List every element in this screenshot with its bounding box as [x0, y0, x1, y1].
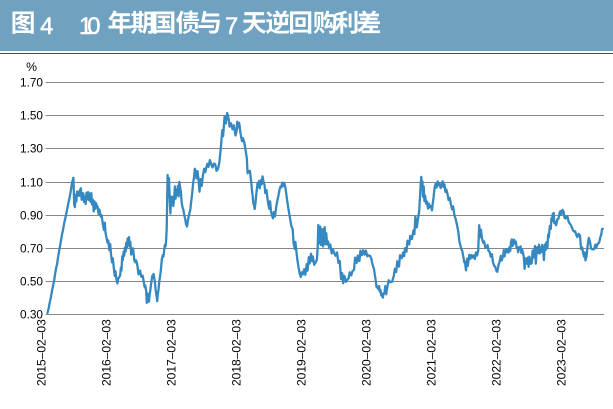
svg-text:2021–02–03: 2021–02–03	[425, 319, 439, 386]
svg-text:1.10: 1.10	[20, 176, 43, 190]
svg-text:0.50: 0.50	[20, 275, 43, 289]
svg-text:1.30: 1.30	[20, 142, 43, 156]
svg-text:0.90: 0.90	[20, 209, 43, 223]
svg-text:2019–02–03: 2019–02–03	[295, 319, 309, 386]
svg-text:1.50: 1.50	[20, 109, 43, 123]
svg-text:0: 0	[87, 13, 100, 40]
svg-text:2022–02–03: 2022–02–03	[490, 319, 504, 386]
svg-text:7: 7	[225, 13, 238, 40]
svg-text:2023–02–03: 2023–02–03	[555, 319, 569, 386]
svg-text:2015–02–03: 2015–02–03	[35, 319, 49, 386]
svg-text:4: 4	[40, 13, 53, 40]
svg-text:2016–02–03: 2016–02–03	[100, 319, 114, 386]
svg-text:2018–02–03: 2018–02–03	[230, 319, 244, 386]
svg-text:0.30: 0.30	[20, 308, 43, 322]
svg-text:2017–02–03: 2017–02–03	[165, 319, 179, 386]
svg-text:0.70: 0.70	[20, 242, 43, 256]
svg-text:%: %	[26, 60, 37, 74]
svg-text:1: 1	[79, 13, 92, 40]
svg-text:2020–02–03: 2020–02–03	[360, 319, 374, 386]
svg-text:1.70: 1.70	[20, 76, 43, 90]
